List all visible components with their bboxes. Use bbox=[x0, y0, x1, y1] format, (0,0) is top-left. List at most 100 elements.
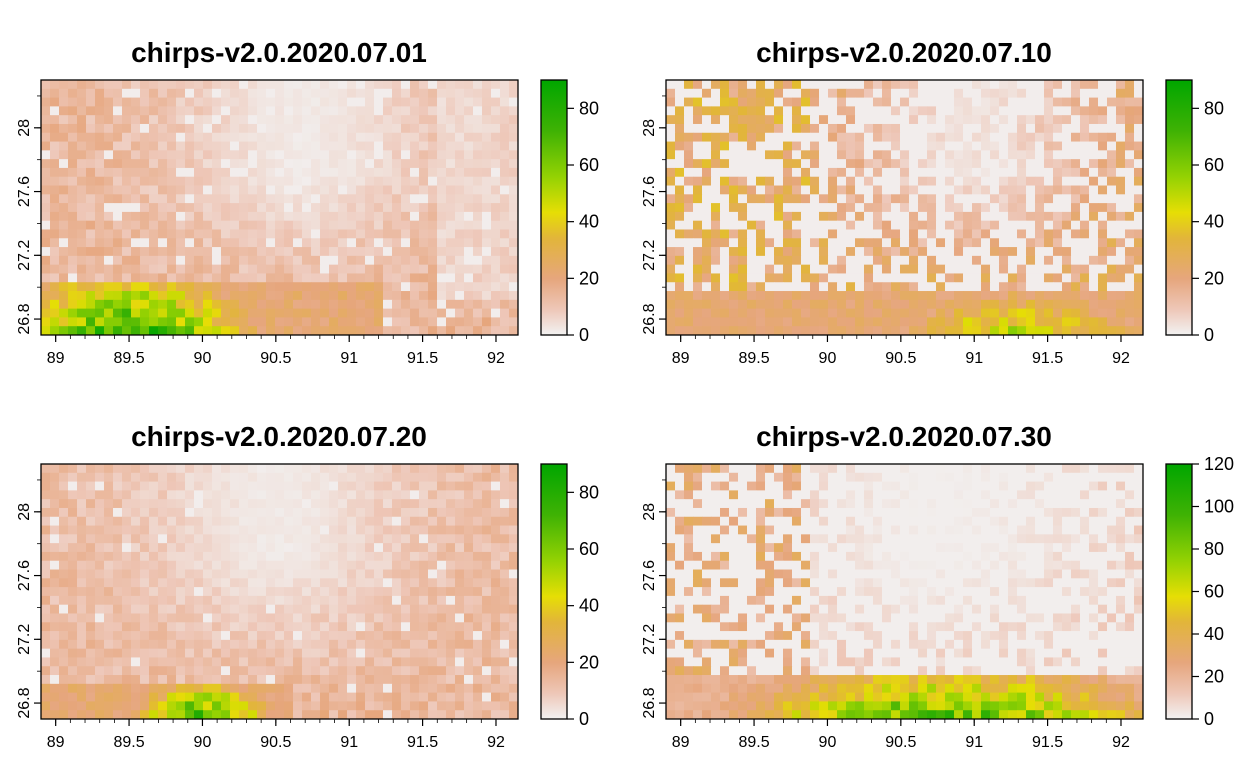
raster-cell bbox=[756, 326, 766, 336]
raster-cell bbox=[221, 115, 231, 125]
raster-cell bbox=[702, 291, 712, 301]
raster-cell bbox=[194, 88, 204, 98]
raster-cell bbox=[266, 317, 276, 327]
raster-cell bbox=[212, 299, 222, 310]
raster-cell bbox=[248, 273, 258, 283]
raster-cell bbox=[963, 167, 973, 178]
raster-cell bbox=[230, 464, 240, 474]
raster-cell bbox=[945, 80, 955, 90]
raster-cell bbox=[1134, 159, 1144, 169]
raster-cell bbox=[684, 132, 694, 142]
raster-cell bbox=[801, 88, 811, 98]
raster-cell bbox=[1008, 88, 1018, 98]
raster-cell bbox=[981, 159, 991, 169]
raster-cell bbox=[882, 80, 892, 90]
raster-cell bbox=[693, 308, 703, 318]
raster-cell bbox=[59, 569, 69, 579]
raster-cell bbox=[104, 569, 114, 579]
raster-cell bbox=[747, 176, 757, 186]
raster-cell bbox=[248, 141, 258, 151]
raster-cell bbox=[356, 326, 366, 336]
raster-cell bbox=[140, 499, 150, 509]
raster-cell bbox=[473, 273, 483, 283]
raster-cell bbox=[374, 464, 384, 474]
raster-cell bbox=[711, 150, 721, 160]
raster-cell bbox=[1026, 115, 1036, 125]
raster-cell bbox=[945, 159, 955, 169]
raster-cell bbox=[864, 176, 874, 186]
raster-cell bbox=[311, 106, 321, 116]
raster-cell bbox=[783, 80, 793, 90]
raster-cell bbox=[86, 255, 96, 266]
raster-cell bbox=[248, 203, 258, 213]
raster-cell bbox=[50, 80, 60, 90]
raster-cell bbox=[59, 701, 69, 711]
raster-cell bbox=[383, 560, 393, 570]
raster-cell bbox=[828, 308, 838, 318]
raster-cell bbox=[221, 299, 231, 310]
raster-cell bbox=[819, 123, 829, 134]
raster-cell bbox=[302, 710, 312, 720]
raster-cell bbox=[329, 499, 339, 509]
raster-cell bbox=[1134, 115, 1144, 125]
raster-cell bbox=[437, 229, 447, 239]
raster-cell bbox=[464, 507, 474, 518]
raster-cell bbox=[41, 203, 51, 213]
raster-cell bbox=[1080, 264, 1090, 274]
raster-cell bbox=[756, 255, 766, 266]
raster-cell bbox=[275, 176, 285, 186]
raster-cell bbox=[446, 308, 456, 318]
raster-cell bbox=[711, 88, 721, 98]
raster-cell bbox=[828, 326, 838, 336]
raster-cell bbox=[131, 291, 141, 301]
raster-cell bbox=[221, 569, 231, 579]
raster-cell bbox=[509, 159, 519, 169]
raster-cell bbox=[1008, 80, 1018, 90]
raster-cell bbox=[131, 273, 141, 283]
raster-cell bbox=[473, 238, 483, 248]
raster-cell bbox=[918, 167, 928, 178]
raster-cell bbox=[855, 299, 865, 310]
raster-cell bbox=[41, 185, 51, 195]
raster-cell bbox=[50, 569, 60, 579]
raster-cell bbox=[230, 569, 240, 579]
raster-cell bbox=[320, 639, 330, 650]
raster-cell bbox=[509, 472, 519, 482]
raster-cell bbox=[1071, 159, 1081, 169]
raster-cell bbox=[59, 631, 69, 641]
raster-cell bbox=[473, 159, 483, 169]
raster-cell bbox=[212, 692, 222, 702]
raster-cell bbox=[401, 308, 411, 318]
raster-cell bbox=[68, 666, 78, 676]
raster-cell bbox=[738, 238, 748, 248]
raster-cell bbox=[203, 472, 213, 482]
raster-cell bbox=[140, 683, 150, 694]
raster-cell bbox=[765, 167, 775, 178]
raster-cell bbox=[50, 159, 60, 169]
raster-cell bbox=[302, 516, 312, 526]
raster-cell bbox=[185, 569, 195, 579]
raster-cell bbox=[729, 326, 739, 336]
raster-cell bbox=[365, 255, 375, 266]
raster-cell bbox=[293, 282, 303, 292]
raster-cell bbox=[113, 499, 123, 509]
raster-cell bbox=[963, 115, 973, 125]
raster-cell bbox=[990, 132, 1000, 142]
raster-cell bbox=[176, 648, 186, 658]
raster-cell bbox=[59, 80, 69, 90]
raster-cell bbox=[77, 308, 87, 318]
raster-cell bbox=[1062, 255, 1072, 266]
raster-cell bbox=[954, 203, 964, 213]
raster-cell bbox=[149, 167, 159, 178]
raster-cell bbox=[212, 115, 222, 125]
raster-cell bbox=[464, 203, 474, 213]
raster-cell bbox=[149, 132, 159, 142]
raster-cell bbox=[356, 115, 366, 125]
raster-cell bbox=[275, 238, 285, 248]
raster-cell bbox=[122, 80, 132, 90]
raster-cell bbox=[1098, 317, 1108, 327]
raster-cell bbox=[122, 291, 132, 301]
raster-cell bbox=[936, 229, 946, 239]
raster-cell bbox=[41, 631, 51, 641]
raster-cell bbox=[1098, 97, 1108, 107]
